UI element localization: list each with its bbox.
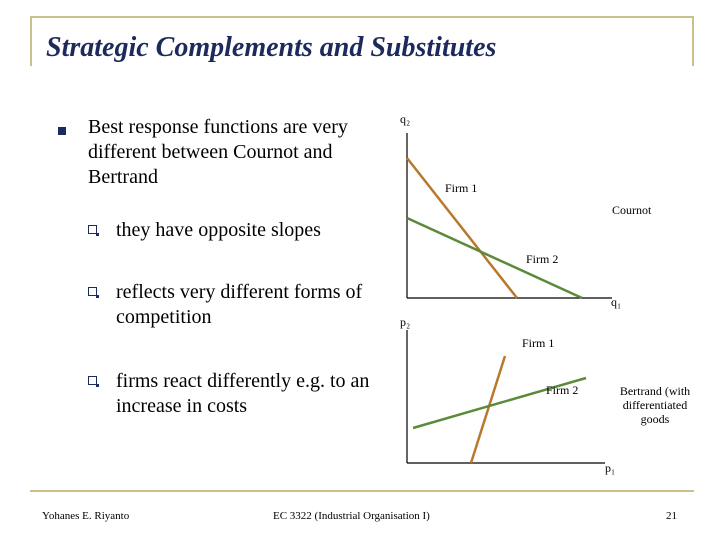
frame-right-rule: [692, 16, 694, 66]
frame-left-rule: [30, 16, 32, 66]
frame-top-rule: [30, 16, 694, 18]
hollow-square-bullet-icon: [88, 287, 99, 298]
hollow-square-bullet-icon: [88, 225, 99, 236]
sub-bullet-text: they have opposite slopes: [116, 219, 321, 241]
top-firm1-best-response-line: [406, 157, 518, 299]
bertrand-label: Bertrand (with differentiated goods: [619, 384, 691, 426]
footer-author: Yohanes E. Riyanto: [42, 510, 130, 522]
bottom-x-axis-label: p₁: [605, 461, 616, 475]
bottom-y-axis-label: p₂: [400, 315, 411, 329]
top-firm2-best-response-line: [406, 216, 583, 300]
bottom-firm2-label: Firm 2: [546, 383, 579, 397]
footer-course: EC 3322 (Industrial Organisation I): [273, 510, 430, 522]
bottom-firm1-best-response-line: [469, 355, 507, 464]
bottom-firm1-label: Firm 1: [522, 336, 555, 350]
sub-bullet-text: reflects very different forms of competi…: [116, 281, 363, 328]
page-number: 21: [666, 510, 677, 522]
square-bullet-icon: [58, 127, 66, 135]
cournot-label: Cournot: [612, 203, 652, 217]
bottom-firm2-best-response-line: [412, 376, 587, 430]
hollow-square-bullet-icon: [88, 376, 99, 387]
main-bullet-text: Best response functions are very differe…: [88, 116, 348, 188]
frame-bottom-rule: [30, 490, 694, 492]
top-firm2-label: Firm 2: [526, 252, 559, 266]
top-y-axis-label: q₂: [400, 112, 411, 126]
top-x-axis-label: q₁: [611, 295, 622, 309]
sub-bullet-text: firms react differently e.g. to an incre…: [116, 370, 370, 417]
top-firm1-label: Firm 1: [445, 181, 478, 195]
slide-title: Strategic Complements and Substitutes: [46, 32, 497, 63]
